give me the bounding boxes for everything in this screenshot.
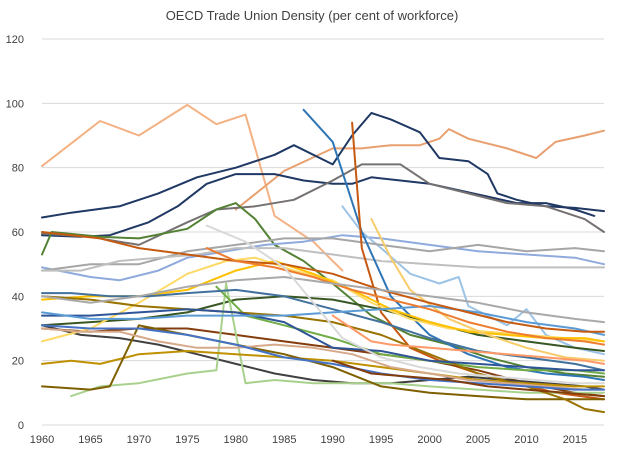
x-tick-label: 1965 xyxy=(78,434,102,446)
series-line-2 xyxy=(234,128,605,211)
series-line-30 xyxy=(205,247,605,346)
series-line-8 xyxy=(341,205,605,356)
x-tick-label: 1995 xyxy=(369,434,393,446)
series-line-34 xyxy=(205,224,605,385)
series-line-11 xyxy=(302,108,605,381)
series-line-4 xyxy=(41,173,596,238)
series-line-16 xyxy=(70,282,605,398)
series-line-10 xyxy=(41,247,605,272)
series-line-7 xyxy=(41,234,605,282)
y-tick-label: 0 xyxy=(18,420,24,432)
y-tick-label: 40 xyxy=(12,291,24,303)
x-tick-label: 1985 xyxy=(272,434,296,446)
series-line-32 xyxy=(331,359,605,398)
x-tick-label: 2005 xyxy=(466,434,490,446)
chart-title: OECD Trade Union Density (per cent of wo… xyxy=(165,8,459,23)
series-line-31 xyxy=(331,314,605,365)
series-line-27 xyxy=(41,324,605,391)
series-line-9 xyxy=(41,237,605,272)
series-line-6 xyxy=(41,202,605,378)
series-line-33 xyxy=(41,276,605,324)
series-line-26 xyxy=(41,308,605,372)
x-tick-label: 1960 xyxy=(30,434,54,446)
series-line-20 xyxy=(370,218,605,362)
x-tick-label: 1990 xyxy=(320,434,344,446)
series-line-24 xyxy=(41,327,605,391)
x-tick-label: 2015 xyxy=(563,434,587,446)
series-line-1 xyxy=(41,103,344,272)
x-tick-label: 1970 xyxy=(127,434,151,446)
y-tick-label: 20 xyxy=(12,356,24,368)
y-tick-label: 80 xyxy=(12,163,24,175)
y-tick-label: 60 xyxy=(12,227,24,239)
series-line-28 xyxy=(41,305,605,336)
series-line-23 xyxy=(41,295,605,414)
x-tick-label: 2010 xyxy=(514,434,538,446)
y-tick-label: 100 xyxy=(6,98,24,110)
series-layer xyxy=(41,103,605,414)
x-tick-label: 1975 xyxy=(175,434,199,446)
series-line-3 xyxy=(41,112,605,219)
y-tick-label: 120 xyxy=(6,34,24,46)
series-line-17 xyxy=(215,285,605,375)
axis-layer: 0 20 40 60 80 100 120 1960 1965 1970 1975 1980 1985 1… xyxy=(6,34,588,446)
series-line-25 xyxy=(41,288,605,372)
series-line-21 xyxy=(41,350,605,388)
x-tick-label: 1980 xyxy=(224,434,248,446)
series-line-14 xyxy=(41,324,605,391)
series-line-29 xyxy=(41,231,605,333)
x-tick-label: 2000 xyxy=(417,434,441,446)
